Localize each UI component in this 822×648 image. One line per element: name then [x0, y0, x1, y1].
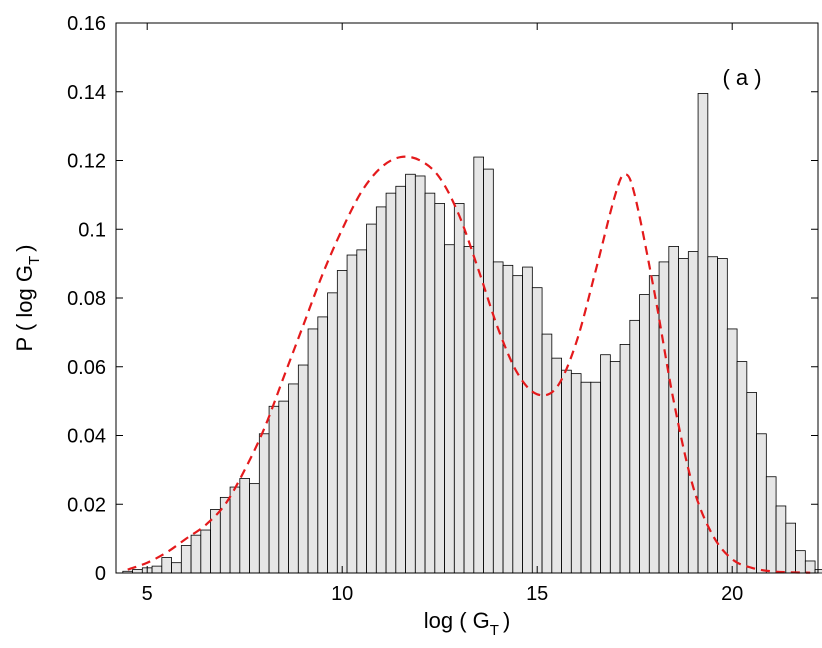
x-tick-label: 15 [526, 583, 548, 605]
plot-area [115, 22, 822, 574]
histogram-bar [590, 381, 601, 574]
histogram-bar [385, 192, 397, 574]
histogram-bar [239, 478, 250, 574]
histogram-bar [765, 476, 777, 574]
histogram-bar [492, 261, 504, 574]
histogram-bar [756, 433, 767, 574]
histogram-bar [161, 557, 172, 574]
histogram-bar [795, 550, 806, 574]
panel-annotation: ( a ) [722, 65, 761, 90]
histogram-bar [483, 168, 494, 574]
histogram-bar [151, 565, 163, 574]
histogram-bar [814, 569, 822, 574]
histogram-bar [297, 364, 309, 574]
histogram-bar [561, 369, 572, 574]
histogram-bar [346, 254, 358, 574]
histogram-bar [327, 292, 338, 574]
histogram-bar [678, 258, 689, 574]
histogram-bar [268, 405, 280, 574]
histogram-bar [229, 486, 241, 574]
histogram-bar [658, 261, 670, 574]
histogram-bar [453, 203, 465, 574]
histogram-bar [531, 287, 543, 574]
x-axis-title: log ( GT) [424, 608, 511, 639]
histogram-bar [171, 562, 182, 574]
histogram-bar [570, 373, 582, 574]
histogram-bar [609, 361, 621, 574]
histogram-bar [522, 266, 533, 574]
histogram-bar [473, 156, 484, 574]
y-tick-label: 0.04 [67, 426, 106, 448]
histogram-bar [668, 246, 679, 574]
histogram-bar [395, 185, 406, 574]
histogram-bar [307, 328, 319, 574]
histogram-bar [444, 244, 455, 574]
histogram-bar [619, 344, 631, 574]
y-tick-labels: 0 0.02 0.04 0.06 0.08 0.1 0.12 0.14 0.16 [67, 13, 106, 585]
histogram-bar [463, 246, 475, 574]
histogram-bar [512, 275, 523, 574]
histogram-bar [414, 175, 426, 574]
y-tick-label: 0.08 [67, 288, 106, 310]
axis-ticks [116, 22, 818, 574]
histogram-bar [746, 392, 757, 574]
histogram-bar [687, 251, 699, 574]
x-tick-label: 10 [331, 583, 353, 605]
histogram-bar [707, 256, 718, 574]
histogram-bar [629, 319, 640, 574]
histogram-bar [434, 203, 445, 574]
histogram-bar [210, 509, 221, 574]
histogram-bar [726, 328, 738, 574]
plot-border [115, 22, 819, 574]
histogram-bar [317, 316, 328, 574]
y-tick-label: 0.02 [67, 494, 106, 516]
histogram-bar [785, 522, 796, 574]
histogram-bar [132, 569, 143, 574]
histogram-bar [697, 93, 709, 574]
y-tick-label: 0.14 [67, 82, 106, 104]
histogram-bar [278, 400, 289, 574]
y-axis-title: P ( log GT) [12, 245, 43, 352]
x-tick-labels: 5 10 15 20 [142, 583, 744, 605]
histogram-bar [190, 534, 202, 574]
histogram-bar [180, 545, 192, 574]
histogram-bar [258, 433, 270, 574]
histogram-bars [122, 93, 822, 574]
histogram-bar [200, 529, 211, 574]
histogram-bar [356, 249, 367, 574]
histogram-bar [249, 483, 260, 574]
y-tick-label: 0.06 [67, 357, 106, 379]
histogram-bar [424, 192, 436, 574]
histogram-bar [775, 505, 787, 574]
histogram-bar [736, 361, 748, 574]
histogram-bar [502, 264, 514, 574]
histogram-bar [804, 560, 816, 574]
y-tick-label: 0.16 [67, 13, 106, 35]
histogram-bar [375, 206, 387, 574]
histogram-bar [648, 275, 660, 574]
x-tick-label: 5 [142, 583, 153, 605]
histogram-bar [639, 294, 650, 574]
histogram-bar [288, 383, 299, 574]
x-tick-label: 20 [721, 583, 743, 605]
histogram-bar [600, 354, 611, 574]
histogram-bar [366, 223, 377, 574]
histogram-bar [717, 258, 728, 574]
y-tick-label: 0.12 [67, 151, 106, 173]
fit-curve [127, 155, 811, 574]
y-tick-label: 0.1 [78, 219, 106, 241]
y-tick-label: 0 [95, 563, 106, 585]
histogram-bar [336, 270, 348, 574]
histogram-bar [580, 381, 592, 574]
histogram-bar [405, 173, 416, 574]
histogram-bar [541, 333, 553, 574]
